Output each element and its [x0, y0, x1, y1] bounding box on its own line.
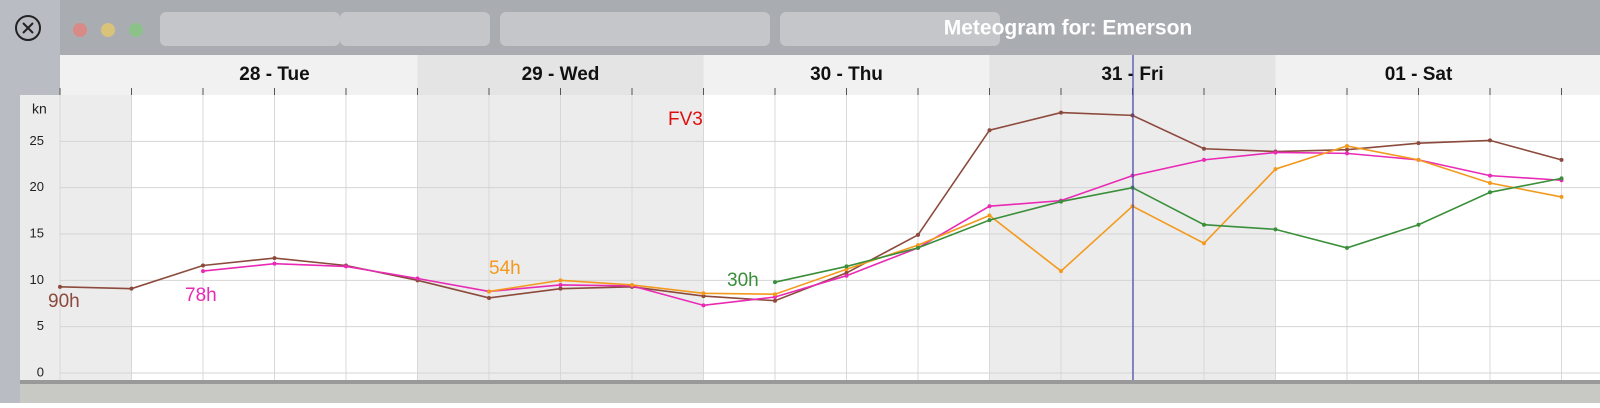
series-point — [487, 295, 491, 300]
series-point — [1416, 222, 1421, 227]
close-button[interactable] — [15, 15, 41, 41]
series-point — [1345, 147, 1349, 152]
close-icon — [22, 22, 34, 34]
series-point — [487, 289, 491, 294]
y-tick-label: 20 — [30, 179, 44, 194]
series-point — [1059, 199, 1063, 204]
series-point — [344, 264, 348, 269]
series-point — [1273, 167, 1278, 172]
y-tick-label: 10 — [30, 272, 44, 287]
series-point — [1488, 181, 1492, 186]
series-point — [558, 278, 563, 283]
series-point — [701, 294, 706, 299]
series-point — [773, 292, 777, 297]
series-point — [129, 286, 134, 291]
series-point — [1345, 143, 1349, 148]
series-point — [630, 282, 634, 287]
series-label: 30h — [727, 270, 759, 291]
series-point — [987, 128, 992, 133]
series-point — [1273, 150, 1278, 155]
series-point — [415, 276, 420, 281]
series-point — [1559, 176, 1564, 181]
bottom-bar — [20, 380, 1600, 403]
series-point — [1059, 110, 1063, 115]
series-point — [1559, 157, 1564, 162]
series-label: 54h — [489, 258, 521, 279]
series-point — [1416, 157, 1421, 162]
toolbar-icons — [160, 12, 1000, 46]
y-tick-label: 15 — [30, 225, 44, 240]
series-point — [701, 303, 706, 308]
series-point — [916, 232, 920, 237]
series-point — [844, 267, 849, 272]
series-point — [844, 273, 849, 278]
series-point — [916, 245, 920, 250]
series-line — [202, 151, 1562, 307]
series-point — [1202, 157, 1206, 162]
series-label: 78h — [185, 285, 217, 306]
series-point — [987, 213, 992, 218]
series-point — [1488, 173, 1492, 178]
series-point — [1273, 227, 1278, 232]
series-point — [844, 264, 849, 269]
model-annotation: FV3 — [668, 109, 703, 130]
series-point — [773, 298, 777, 303]
day-label: 28 - Tue — [239, 64, 309, 85]
series-point — [58, 284, 62, 289]
y-tick-label: 0 — [37, 364, 44, 379]
series-point — [773, 295, 777, 300]
series-point — [558, 282, 563, 287]
day-header — [60, 55, 1600, 95]
series-point — [201, 269, 205, 274]
series-point — [1488, 190, 1492, 195]
series-point — [987, 204, 992, 209]
plot-area — [20, 95, 1600, 380]
series-point — [558, 286, 563, 291]
series-point — [201, 263, 205, 268]
series-point — [1488, 138, 1492, 143]
day-label: 30 - Thu — [810, 64, 883, 85]
series-point — [1345, 245, 1349, 250]
series-point — [987, 218, 992, 223]
series-point — [1202, 241, 1206, 246]
y-axis-label: kn — [32, 101, 47, 117]
series-point — [272, 256, 277, 261]
series-point — [844, 270, 849, 275]
series-point — [701, 291, 706, 296]
series-label: 90h — [48, 291, 80, 312]
series-line — [488, 145, 1562, 296]
series-line — [774, 177, 1562, 283]
day-band — [20, 95, 132, 380]
day-label: 01 - Sat — [1385, 64, 1453, 85]
window-title: Meteogram for: Emerson — [944, 17, 1193, 40]
series-point — [773, 280, 777, 285]
series-point — [1202, 146, 1206, 151]
series-point — [916, 243, 920, 248]
series-point — [1345, 151, 1349, 156]
day-label: 29 - Wed — [522, 64, 600, 85]
y-tick-label: 25 — [30, 133, 44, 148]
series-point — [1059, 269, 1063, 274]
series-point — [1416, 141, 1421, 146]
series-point — [272, 261, 277, 266]
series-point — [1559, 194, 1564, 199]
series-point — [1202, 222, 1206, 227]
y-tick-label: 5 — [37, 318, 44, 333]
